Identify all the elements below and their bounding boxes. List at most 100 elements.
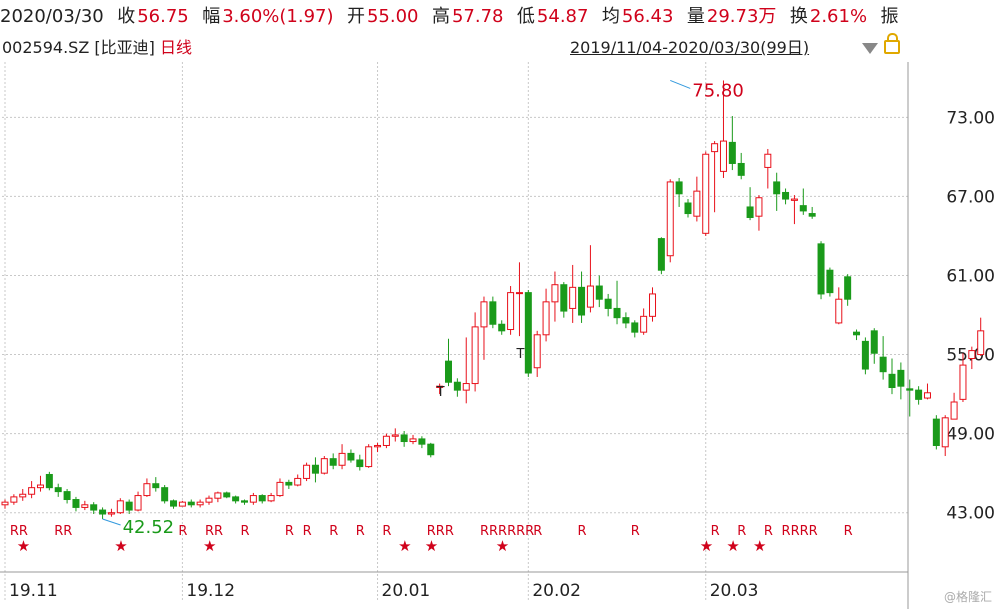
candle-body [418, 438, 426, 445]
candle-body [436, 385, 444, 389]
candle-body [897, 369, 905, 387]
candle-body [782, 191, 790, 200]
x-tick-label: 20.02 [532, 581, 581, 601]
candle-body [968, 350, 976, 360]
min-pointer [102, 518, 121, 526]
candle-body [338, 452, 346, 466]
period-label: 日线 [159, 38, 192, 57]
chart-subheader: 002594.SZ [比亚迪] 日线 2019/11/04-2020/03/30… [0, 34, 1000, 62]
candle-body [223, 492, 231, 498]
candle-body [391, 434, 399, 437]
y-tick-label: 49.00 [946, 425, 995, 445]
candle-body [36, 484, 44, 489]
signal-r: R [711, 524, 720, 539]
signal-star: ★ [398, 537, 411, 555]
y-tick-label: 67.00 [946, 187, 995, 207]
signal-r: RR [10, 524, 28, 539]
candle-body [285, 481, 293, 486]
candle-body [835, 298, 843, 324]
candle-body [498, 323, 506, 332]
candle-body [560, 284, 568, 312]
max-price-label: 75.80 [692, 80, 744, 101]
close-label: 收 [117, 6, 136, 27]
candle-body [879, 356, 887, 373]
change-value: 3.60%(1.97) [222, 6, 334, 27]
candle-body [613, 307, 621, 319]
high-value: 57.78 [451, 6, 504, 27]
close-value: 56.75 [137, 6, 189, 27]
candle-body [45, 473, 53, 489]
candle-body [409, 438, 417, 443]
candle-body [161, 487, 169, 502]
candle-body [347, 452, 355, 461]
candle-body [10, 496, 18, 503]
lock-icon[interactable] [884, 33, 900, 54]
candle-body [267, 495, 275, 502]
candle-body [365, 446, 373, 468]
signal-star: ★ [114, 537, 127, 555]
range-dropdown-icon[interactable] [862, 43, 878, 54]
symbol-label: 002594.SZ [比亚迪] 日线 [2, 34, 192, 62]
candle-body [489, 301, 497, 325]
signal-star: ★ [753, 537, 766, 555]
watermark: @格隆汇 [943, 590, 992, 604]
x-tick-label: 19.11 [9, 581, 58, 601]
signal-r: R [382, 524, 391, 539]
candle-body [462, 383, 470, 391]
signal-t: T [436, 385, 445, 400]
candle-body [125, 501, 133, 511]
candle-body [453, 381, 461, 391]
symbol-text: 002594.SZ [比亚迪] [2, 38, 155, 57]
candle-body [445, 360, 452, 383]
candle-body [276, 481, 284, 497]
y-tick-label: 43.00 [946, 504, 995, 524]
candle-body [374, 444, 382, 448]
candle-body [631, 322, 639, 333]
signal-r: R [303, 524, 312, 539]
x-tick-label: 19.12 [186, 581, 235, 601]
signal-star: ★ [700, 537, 713, 555]
candle-body [72, 499, 80, 508]
candle-body [586, 285, 594, 308]
candle-body [214, 492, 222, 499]
candle-body [799, 205, 807, 212]
candle-body [861, 340, 869, 370]
candle-body [817, 243, 825, 295]
candle-body [249, 495, 257, 503]
candle-body [400, 434, 408, 443]
candle-body [657, 238, 665, 271]
open-value: 55.00 [366, 6, 419, 27]
candle-body [604, 298, 612, 309]
candle-body [116, 500, 124, 514]
candle-body [853, 331, 861, 336]
candle-body [320, 458, 328, 474]
candle-body [28, 487, 36, 495]
candle-body [329, 458, 337, 466]
signal-r: R [285, 524, 294, 539]
low-value: 54.87 [536, 6, 589, 27]
signal-star: ★ [496, 537, 509, 555]
candle-body [205, 497, 213, 503]
candle-body [524, 292, 532, 374]
candle-body [790, 198, 798, 201]
candle-body [959, 364, 967, 400]
signal-r: RRRR [782, 524, 818, 539]
candle-body [950, 401, 958, 420]
open-label: 开 [346, 6, 365, 27]
candle-body [152, 483, 160, 489]
candle-body [719, 140, 727, 172]
signal-star: ★ [17, 537, 30, 555]
signal-star: ★ [726, 537, 739, 555]
avg-value: 56.43 [621, 6, 674, 27]
candle-body [507, 292, 515, 331]
signal-r: R [240, 524, 249, 539]
candle-body [693, 190, 701, 217]
y-tick-label: 61.00 [946, 266, 995, 286]
candle-body [196, 501, 204, 506]
signal-r: R [764, 524, 773, 539]
date-range-link[interactable]: 2019/11/04-2020/03/30(99日) [570, 38, 810, 57]
candle-body [382, 435, 390, 446]
candle-body [170, 500, 178, 507]
